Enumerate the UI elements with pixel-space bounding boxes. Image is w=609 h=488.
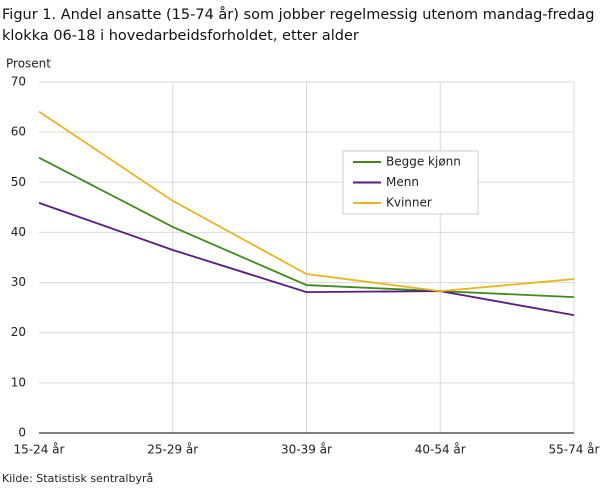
x-tick-label: 15-24 år (14, 443, 65, 457)
x-tick-label: 30-39 år (281, 443, 332, 457)
series-line (38, 110, 575, 293)
y-tick-label: 10 (11, 375, 26, 389)
x-tick-label: 40-54 år (415, 443, 466, 457)
series-line (38, 156, 575, 299)
legend-label: Begge kjønn (386, 155, 461, 169)
y-tick-label: 30 (11, 275, 26, 289)
chart-title: klokka 06-18 i hovedarbeidsforholdet, et… (2, 28, 359, 44)
y-tick-label: 70 (11, 75, 26, 89)
chart-title: Figur 1. Andel ansatte (15-74 år) som jo… (2, 6, 594, 23)
legend-label: Menn (386, 175, 419, 189)
series-line (38, 201, 575, 317)
y-tick-label: 60 (11, 125, 26, 139)
source: Kilde: Statistisk sentralbyrå (2, 472, 153, 485)
legend-label: Kvinner (386, 196, 432, 210)
y-tick-label: 0 (18, 426, 26, 440)
y-tick-label: 50 (11, 175, 26, 189)
x-tick-label: 55-74 år (549, 443, 600, 457)
y-tick-label: 20 (11, 325, 26, 339)
y-axis-label: Prosent (6, 57, 51, 71)
y-tick-label: 40 (11, 225, 26, 239)
x-tick-label: 25-29 år (147, 443, 198, 457)
